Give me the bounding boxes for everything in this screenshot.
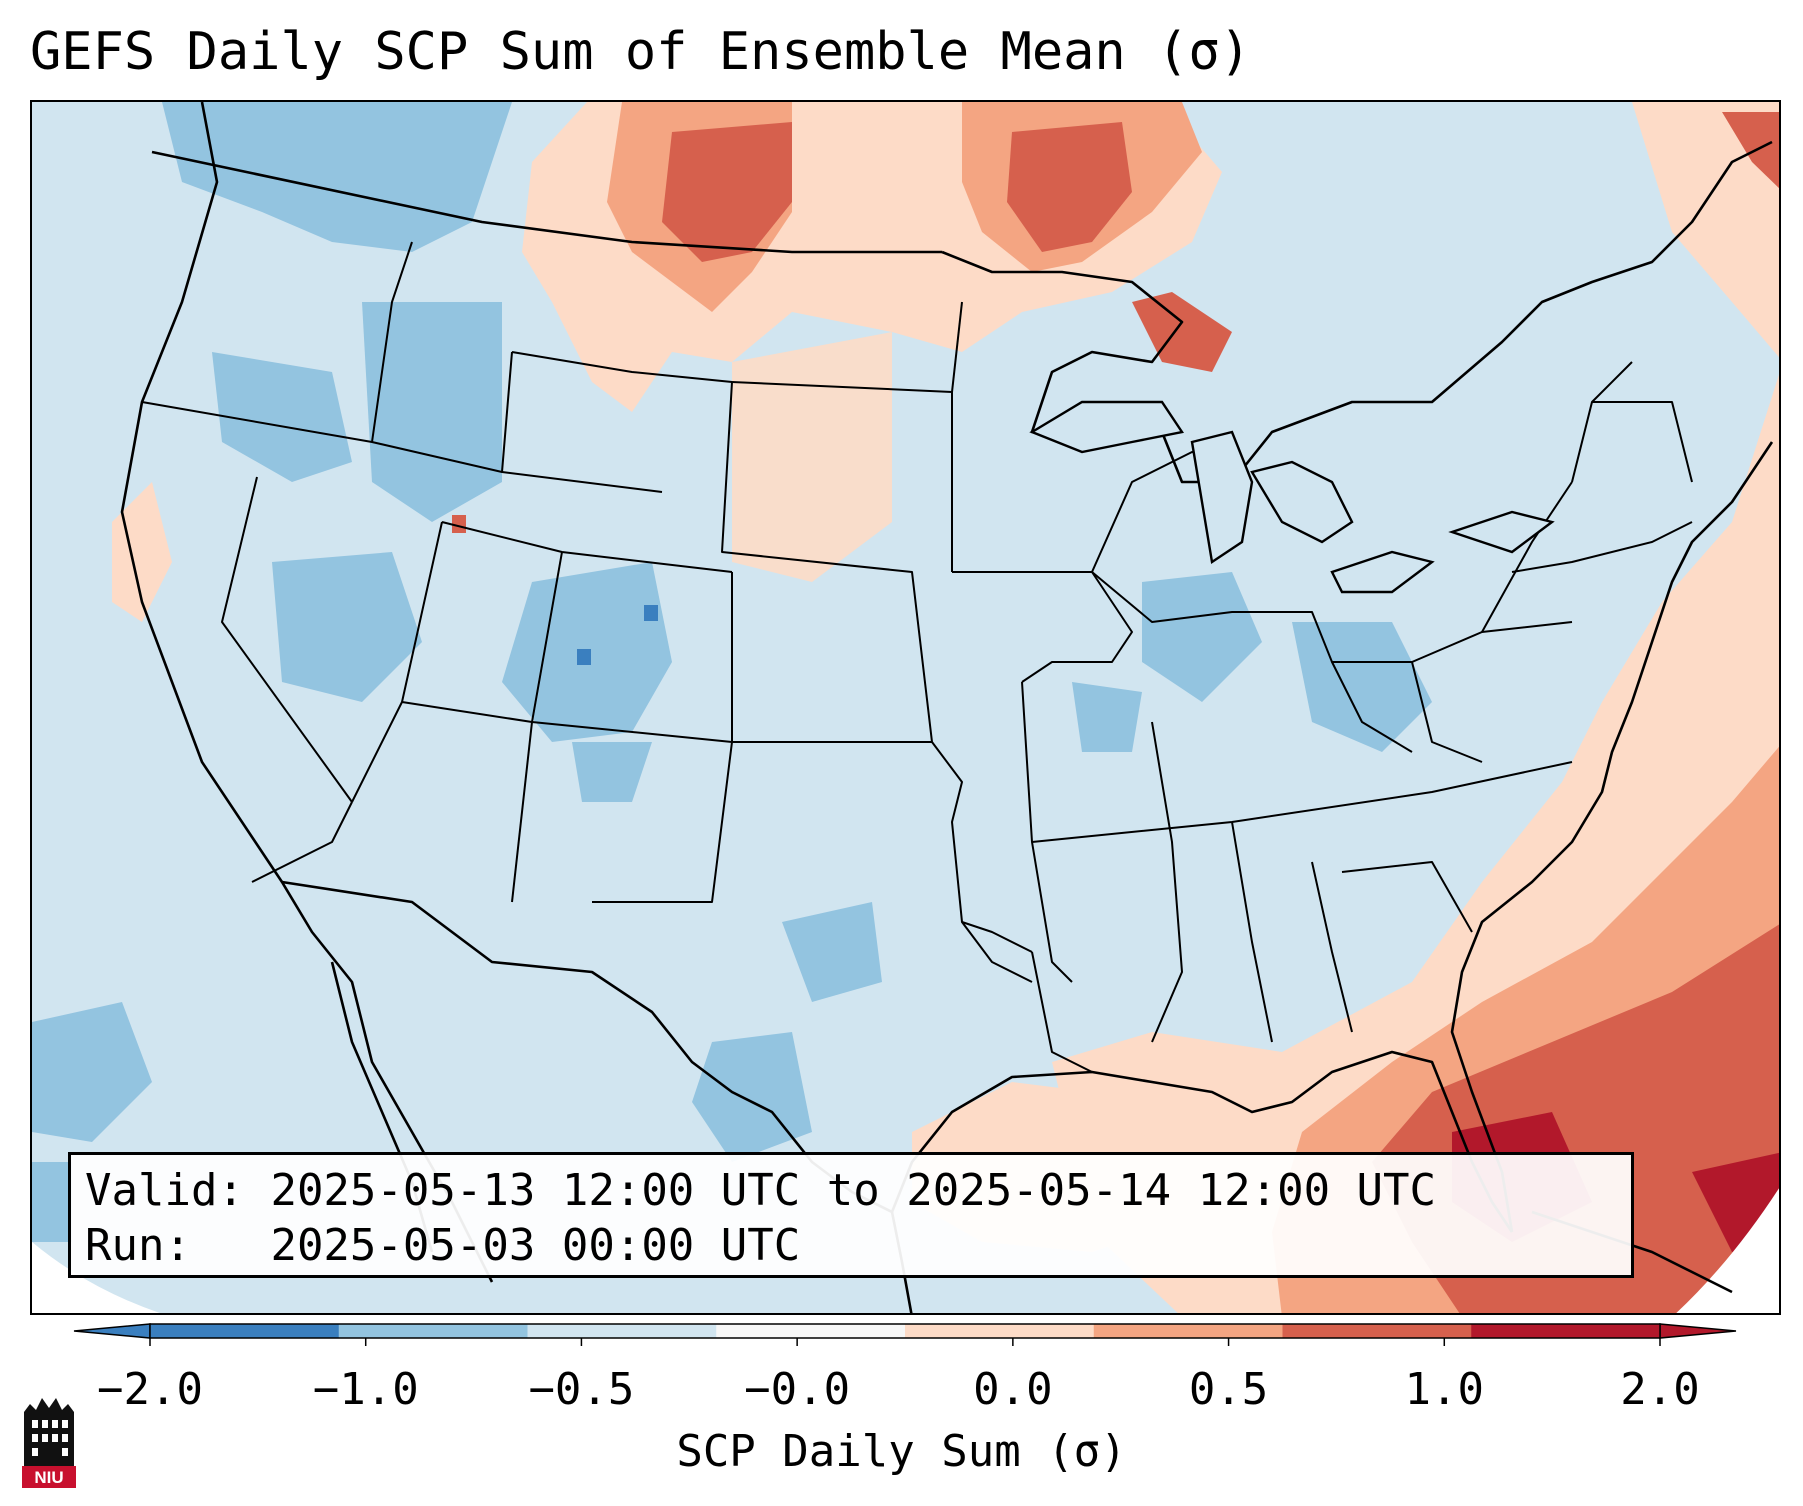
colorbar-label: SCP Daily Sum (σ) (676, 1426, 1127, 1477)
great-lakes (1029, 400, 1555, 594)
colorbar-tick-label: −0.5 (528, 1364, 634, 1415)
colorbar-segment (716, 1324, 906, 1338)
colorbar-outline (149, 1323, 1661, 1339)
scp-field-map (32, 102, 1779, 1313)
map-title: GEFS Daily SCP Sum of Ensemble Mean (σ) (30, 22, 1251, 82)
colorbar-segment (1282, 1324, 1472, 1338)
negative-anomaly-regions (32, 102, 1432, 1242)
projection-edge-left (32, 1242, 160, 1313)
colorbar-segment (1471, 1324, 1661, 1338)
valid-period: 2025-05-13 12:00 UTC to 2025-05-14 12:00… (270, 1165, 1437, 1216)
run-label: Run: (85, 1220, 191, 1271)
colorbar-segment (150, 1324, 340, 1338)
colorbar: −2.0 −1.0 −0.5 −0.0 0.0 0.5 1.0 2.0 (73, 1323, 1737, 1415)
colorbar-extend-low (73, 1323, 151, 1339)
state-borders (141, 241, 1693, 1073)
colorbar-segment (338, 1324, 528, 1338)
colorbar-segment (905, 1324, 1095, 1338)
logo-text: NIU (34, 1468, 63, 1487)
colorbar-tick-label: 2.0 (1620, 1364, 1699, 1415)
run-time: 2025-05-03 00:00 UTC (270, 1220, 801, 1271)
valid-label: Valid: (85, 1165, 244, 1216)
colorbar-bar (73, 1323, 1737, 1339)
colorbar-ticks: −2.0 −1.0 −0.5 −0.0 0.0 0.5 1.0 2.0 (97, 1338, 1700, 1415)
colorbar-tick-label: −1.0 (313, 1364, 419, 1415)
colorbar-tick-label: 1.0 (1405, 1364, 1484, 1415)
colorbar-tick-label: 0.0 (973, 1364, 1052, 1415)
validity-info-box: Valid: 2025-05-13 12:00 UTC to 2025-05-1… (68, 1152, 1634, 1278)
colorbar-tick-label: −2.0 (97, 1364, 203, 1415)
niu-tower-logo: NIU (22, 1398, 76, 1488)
colorbar-extend-high (1659, 1323, 1737, 1339)
map-panel (30, 100, 1781, 1315)
colorbar-segment (527, 1324, 717, 1338)
colorbar-tick-label: −0.0 (744, 1364, 850, 1415)
projection-edge-right (1676, 1188, 1779, 1313)
colorbar-segment (1093, 1324, 1283, 1338)
colorbar-tick-label: 0.5 (1189, 1364, 1268, 1415)
